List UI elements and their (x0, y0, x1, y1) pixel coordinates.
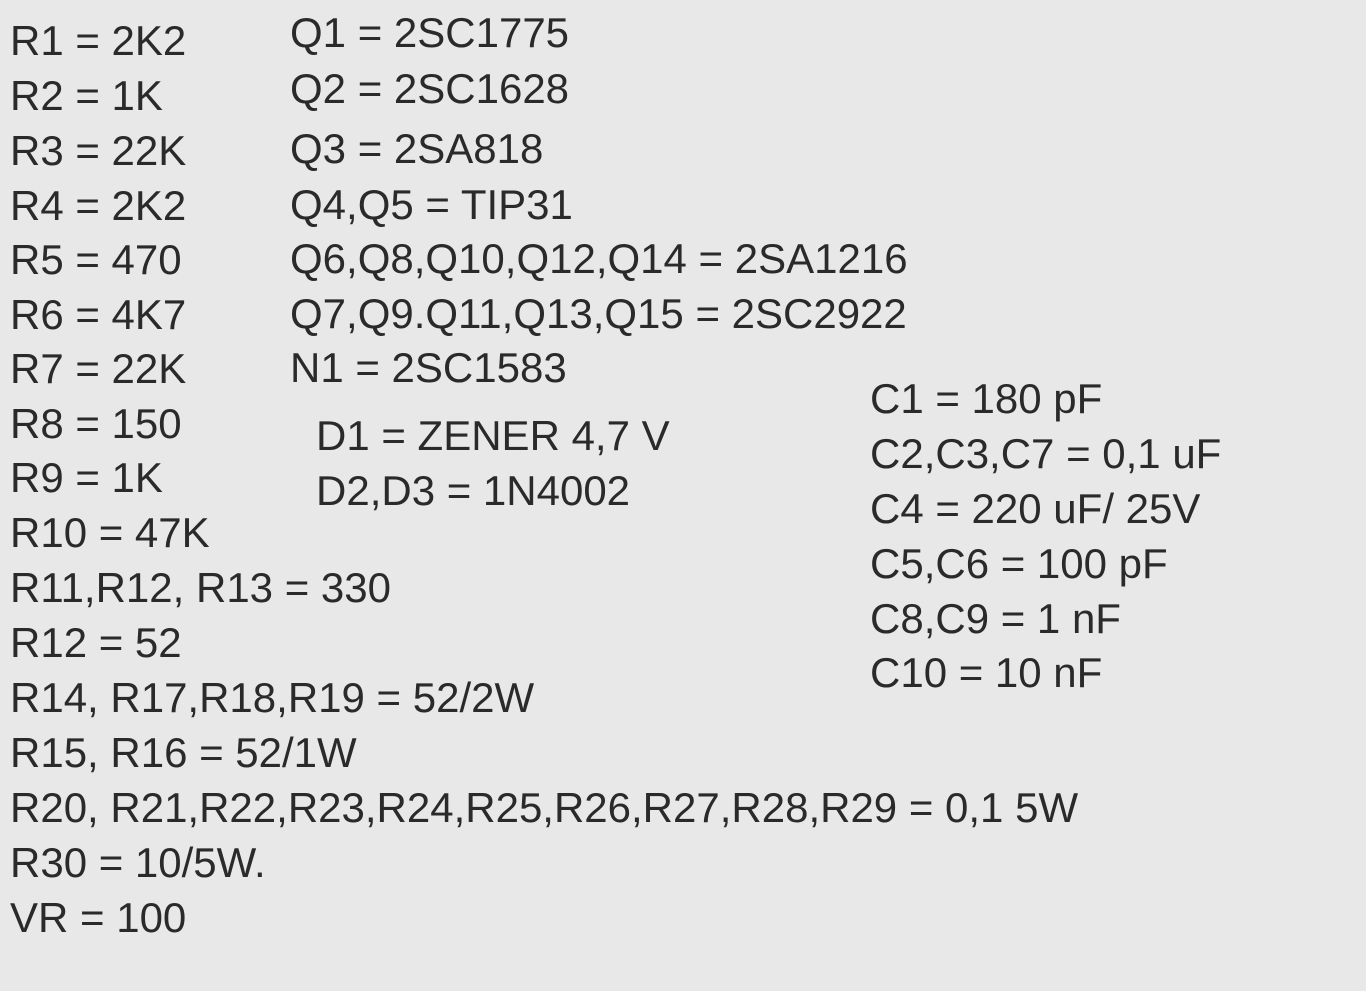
resistor-r1: R1 = 2K2 (10, 20, 186, 62)
resistor-r3: R3 = 22K (10, 130, 186, 172)
transistor-n1: N1 = 2SC1583 (290, 347, 567, 389)
capacitor-c5-c6: C5,C6 = 100 pF (870, 543, 1168, 585)
resistor-r15-r16: R15, R16 = 52/1W (10, 732, 357, 774)
resistor-r30: R30 = 10/5W. (10, 842, 266, 884)
resistor-r20-r29: R20, R21,R22,R23,R24,R25,R26,R27,R28,R29… (10, 787, 1078, 829)
transistor-q6-q14: Q6,Q8,Q10,Q12,Q14 = 2SA1216 (290, 238, 908, 280)
capacitor-c10: C10 = 10 nF (870, 652, 1102, 694)
resistor-r11-r13: R11,R12, R13 = 330 (10, 567, 391, 609)
resistor-r7: R7 = 22K (10, 348, 186, 390)
transistor-q1: Q1 = 2SC1775 (290, 12, 569, 54)
resistor-r10: R10 = 47K (10, 512, 210, 554)
transistor-q7-q15: Q7,Q9.Q11,Q13,Q15 = 2SC2922 (290, 293, 907, 335)
diode-d1: D1 = ZENER 4,7 V (316, 415, 670, 457)
transistor-q2: Q2 = 2SC1628 (290, 68, 569, 110)
transistor-q4-q5: Q4,Q5 = TIP31 (290, 184, 573, 226)
resistor-r6: R6 = 4K7 (10, 294, 186, 336)
resistor-r9: R9 = 1K (10, 457, 163, 499)
resistor-r8: R8 = 150 (10, 403, 182, 445)
transistor-q3: Q3 = 2SA818 (290, 128, 543, 170)
resistor-vr: VR = 100 (10, 897, 186, 939)
resistor-r4: R4 = 2K2 (10, 185, 186, 227)
resistor-r2: R2 = 1K (10, 75, 163, 117)
capacitor-c1: C1 = 180 pF (870, 378, 1102, 420)
capacitor-c8-c9: C8,C9 = 1 nF (870, 598, 1121, 640)
resistor-r14-r19: R14, R17,R18,R19 = 52/2W (10, 677, 534, 719)
diode-d2-d3: D2,D3 = 1N4002 (316, 470, 630, 512)
resistor-r12: R12 = 52 (10, 622, 182, 664)
resistor-r5: R5 = 470 (10, 239, 182, 281)
capacitor-c2-c7: C2,C3,C7 = 0,1 uF (870, 433, 1221, 475)
capacitor-c4: C4 = 220 uF/ 25V (870, 488, 1200, 530)
